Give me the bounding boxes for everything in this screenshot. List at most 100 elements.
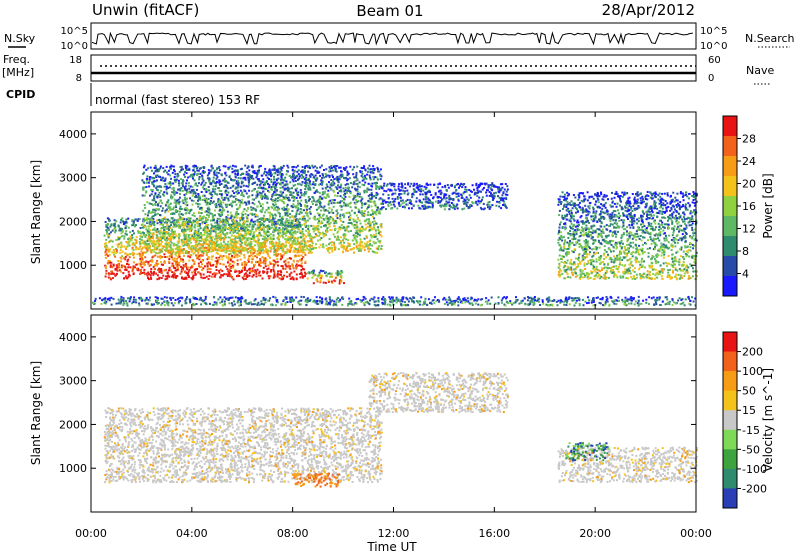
data-pixel	[264, 245, 267, 248]
data-pixel	[159, 223, 162, 226]
data-pixel	[259, 265, 262, 268]
data-pixel	[161, 202, 164, 205]
data-pixel	[183, 196, 186, 199]
data-pixel	[226, 228, 229, 231]
data-pixel	[133, 252, 136, 255]
data-pixel	[200, 247, 203, 249]
data-pixel	[226, 204, 229, 207]
data-pixel	[375, 213, 378, 216]
data-pixel	[270, 180, 273, 183]
data-pixel	[188, 212, 191, 215]
data-pixel	[237, 225, 240, 228]
data-pixel	[233, 227, 236, 230]
data-pixel	[222, 227, 225, 230]
data-pixel	[151, 190, 154, 193]
data-pixel	[221, 237, 224, 239]
data-pixel	[156, 274, 159, 277]
data-pixel	[281, 230, 284, 233]
data-pixel	[233, 216, 236, 219]
data-pixel	[204, 199, 206, 202]
data-pixel	[220, 229, 223, 232]
data-pixel	[196, 166, 199, 169]
data-pixel	[370, 188, 373, 191]
data-pixel	[223, 247, 226, 250]
data-pixel	[190, 246, 193, 249]
data-pixel	[152, 218, 155, 221]
data-pixel	[200, 244, 203, 247]
data-pixel	[188, 268, 191, 271]
data-pixel	[254, 215, 257, 218]
data-pixel	[191, 264, 193, 267]
data-pixel	[141, 226, 144, 229]
data-pixel	[314, 233, 317, 236]
data-pixel	[356, 182, 359, 185]
data-pixel	[286, 170, 288, 172]
data-pixel	[186, 225, 189, 228]
data-pixel	[146, 221, 149, 224]
data-pixel	[317, 239, 319, 242]
data-pixel	[150, 249, 153, 252]
data-pixel	[357, 211, 360, 213]
data-pixel	[199, 215, 202, 218]
data-pixel	[112, 228, 115, 231]
data-pixel	[125, 218, 128, 221]
data-pixel	[138, 252, 141, 255]
data-pixel	[299, 225, 302, 228]
data-pixel	[206, 238, 209, 241]
data-pixel	[151, 234, 154, 237]
data-pixel	[301, 228, 304, 230]
data-pixel	[352, 198, 355, 201]
data-pixel	[375, 186, 378, 189]
data-pixel	[114, 255, 117, 258]
data-pixel	[145, 186, 148, 188]
data-pixel	[211, 226, 213, 229]
data-pixel	[116, 269, 119, 272]
data-pixel	[219, 199, 222, 202]
data-pixel	[219, 254, 222, 257]
data-pixel	[305, 174, 308, 177]
data-pixel	[179, 189, 182, 192]
data-pixel	[149, 245, 152, 248]
data-pixel	[326, 185, 329, 188]
data-pixel	[356, 218, 359, 220]
data-pixel	[199, 249, 202, 252]
data-pixel	[221, 211, 224, 214]
data-pixel	[221, 209, 224, 212]
data-pixel	[158, 175, 160, 178]
data-pixel	[234, 240, 237, 243]
data-pixel	[247, 260, 250, 263]
data-pixel	[158, 195, 161, 198]
data-pixel	[142, 172, 145, 175]
cpid-label: CPID	[6, 88, 35, 101]
data-pixel	[379, 174, 382, 177]
data-pixel	[112, 249, 115, 252]
data-pixel	[295, 166, 298, 169]
data-pixel	[186, 207, 189, 210]
data-pixel	[330, 241, 333, 244]
data-pixel	[288, 187, 291, 190]
data-pixel	[175, 209, 177, 212]
data-pixel	[270, 175, 273, 178]
data-pixel	[288, 241, 291, 244]
data-pixel	[164, 249, 166, 251]
data-pixel	[299, 264, 302, 267]
data-pixel	[164, 238, 167, 241]
data-pixel	[300, 254, 303, 257]
data-pixel	[159, 256, 161, 258]
data-pixel	[261, 208, 264, 211]
data-pixel	[225, 216, 228, 218]
data-pixel	[150, 217, 153, 220]
data-pixel	[153, 226, 156, 229]
data-pixel	[293, 230, 296, 233]
data-pixel	[172, 237, 175, 240]
data-pixel	[295, 196, 298, 199]
data-pixel	[228, 223, 231, 226]
data-pixel	[278, 248, 281, 251]
data-pixel	[183, 218, 186, 220]
data-pixel	[290, 271, 293, 274]
data-pixel	[258, 180, 261, 183]
data-pixel	[206, 232, 209, 235]
data-pixel	[271, 241, 274, 244]
data-pixel	[170, 241, 173, 244]
data-pixel	[205, 191, 208, 193]
